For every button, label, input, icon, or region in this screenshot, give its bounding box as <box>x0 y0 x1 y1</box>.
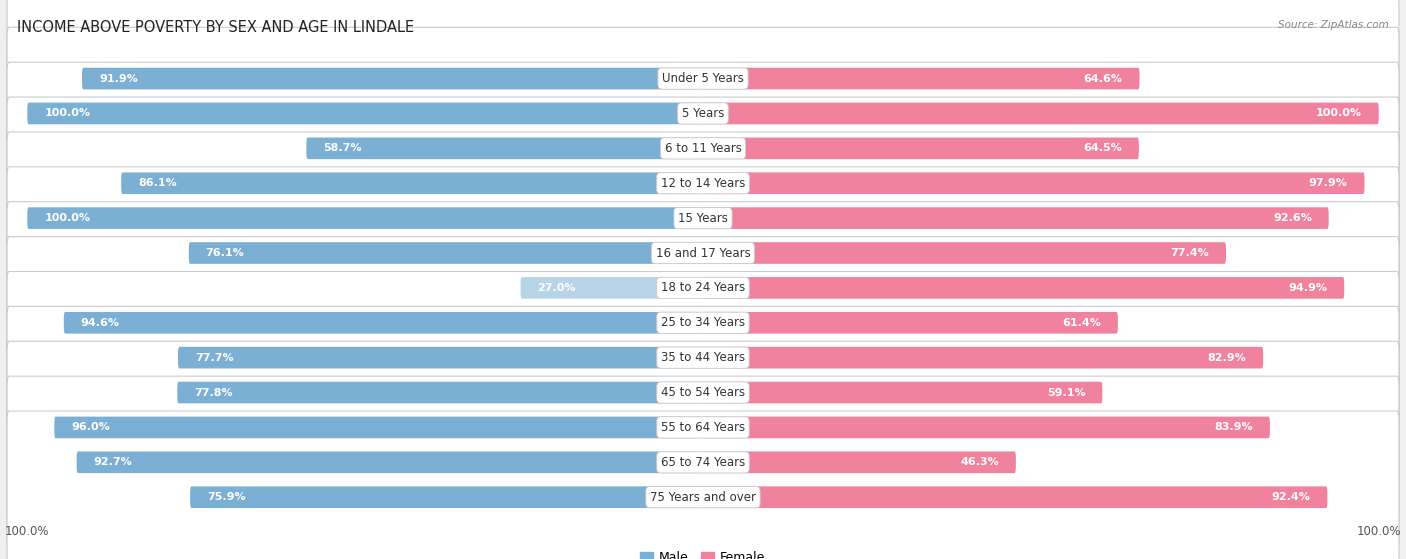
Text: 82.9%: 82.9% <box>1208 353 1246 363</box>
Text: 27.0%: 27.0% <box>537 283 576 293</box>
FancyBboxPatch shape <box>177 382 703 404</box>
FancyBboxPatch shape <box>27 207 703 229</box>
Text: 64.6%: 64.6% <box>1084 74 1122 84</box>
FancyBboxPatch shape <box>7 97 1399 269</box>
FancyBboxPatch shape <box>703 207 1329 229</box>
FancyBboxPatch shape <box>703 312 1118 334</box>
FancyBboxPatch shape <box>55 416 703 438</box>
FancyBboxPatch shape <box>76 452 703 473</box>
FancyBboxPatch shape <box>703 277 1344 299</box>
FancyBboxPatch shape <box>7 411 1399 559</box>
Text: 92.4%: 92.4% <box>1271 492 1310 502</box>
Text: 18 to 24 Years: 18 to 24 Years <box>661 281 745 295</box>
Text: 77.7%: 77.7% <box>195 353 233 363</box>
FancyBboxPatch shape <box>703 103 1379 124</box>
FancyBboxPatch shape <box>703 68 1139 89</box>
Text: 100.0%: 100.0% <box>1316 108 1362 119</box>
Text: 46.3%: 46.3% <box>960 457 998 467</box>
FancyBboxPatch shape <box>7 272 1399 444</box>
FancyBboxPatch shape <box>703 138 1139 159</box>
FancyBboxPatch shape <box>703 382 1102 404</box>
FancyBboxPatch shape <box>121 172 703 194</box>
Text: 12 to 14 Years: 12 to 14 Years <box>661 177 745 190</box>
Text: Source: ZipAtlas.com: Source: ZipAtlas.com <box>1278 20 1389 30</box>
Text: 45 to 54 Years: 45 to 54 Years <box>661 386 745 399</box>
FancyBboxPatch shape <box>188 242 703 264</box>
Text: 76.1%: 76.1% <box>205 248 245 258</box>
FancyBboxPatch shape <box>703 242 1226 264</box>
Legend: Male, Female: Male, Female <box>636 546 770 559</box>
Text: 75.9%: 75.9% <box>207 492 246 502</box>
FancyBboxPatch shape <box>179 347 703 368</box>
Text: 94.9%: 94.9% <box>1288 283 1327 293</box>
FancyBboxPatch shape <box>63 312 703 334</box>
Text: 86.1%: 86.1% <box>138 178 177 188</box>
Text: 55 to 64 Years: 55 to 64 Years <box>661 421 745 434</box>
FancyBboxPatch shape <box>703 347 1263 368</box>
FancyBboxPatch shape <box>7 62 1399 235</box>
FancyBboxPatch shape <box>307 138 703 159</box>
FancyBboxPatch shape <box>7 27 1399 200</box>
FancyBboxPatch shape <box>7 167 1399 339</box>
Text: 65 to 74 Years: 65 to 74 Years <box>661 456 745 469</box>
FancyBboxPatch shape <box>7 306 1399 479</box>
Text: 64.5%: 64.5% <box>1083 143 1122 153</box>
FancyBboxPatch shape <box>27 103 703 124</box>
Text: 5 Years: 5 Years <box>682 107 724 120</box>
Text: INCOME ABOVE POVERTY BY SEX AND AGE IN LINDALE: INCOME ABOVE POVERTY BY SEX AND AGE IN L… <box>17 20 413 35</box>
Text: 91.9%: 91.9% <box>98 74 138 84</box>
Text: 35 to 44 Years: 35 to 44 Years <box>661 351 745 364</box>
Text: Under 5 Years: Under 5 Years <box>662 72 744 85</box>
Text: 92.6%: 92.6% <box>1272 213 1312 223</box>
FancyBboxPatch shape <box>7 132 1399 304</box>
Text: 94.6%: 94.6% <box>80 318 120 328</box>
Text: 61.4%: 61.4% <box>1062 318 1101 328</box>
Text: 97.9%: 97.9% <box>1309 178 1347 188</box>
Text: 59.1%: 59.1% <box>1047 387 1085 397</box>
Text: 25 to 34 Years: 25 to 34 Years <box>661 316 745 329</box>
Text: 58.7%: 58.7% <box>323 143 361 153</box>
Text: 6 to 11 Years: 6 to 11 Years <box>665 142 741 155</box>
Text: 77.4%: 77.4% <box>1170 248 1209 258</box>
FancyBboxPatch shape <box>703 486 1327 508</box>
Text: 83.9%: 83.9% <box>1215 423 1253 433</box>
Text: 92.7%: 92.7% <box>94 457 132 467</box>
Text: 96.0%: 96.0% <box>72 423 110 433</box>
Text: 100.0%: 100.0% <box>44 213 90 223</box>
FancyBboxPatch shape <box>7 0 1399 165</box>
Text: 75 Years and over: 75 Years and over <box>650 491 756 504</box>
FancyBboxPatch shape <box>703 452 1017 473</box>
FancyBboxPatch shape <box>7 341 1399 514</box>
FancyBboxPatch shape <box>7 376 1399 548</box>
FancyBboxPatch shape <box>190 486 703 508</box>
FancyBboxPatch shape <box>703 416 1270 438</box>
FancyBboxPatch shape <box>82 68 703 89</box>
FancyBboxPatch shape <box>7 202 1399 374</box>
FancyBboxPatch shape <box>7 236 1399 409</box>
Text: 15 Years: 15 Years <box>678 212 728 225</box>
Text: 77.8%: 77.8% <box>194 387 233 397</box>
FancyBboxPatch shape <box>520 277 703 299</box>
Text: 16 and 17 Years: 16 and 17 Years <box>655 247 751 259</box>
Text: 100.0%: 100.0% <box>44 108 90 119</box>
FancyBboxPatch shape <box>703 172 1364 194</box>
